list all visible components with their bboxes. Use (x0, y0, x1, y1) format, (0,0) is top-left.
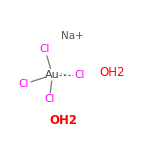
Text: OH2: OH2 (100, 66, 125, 78)
Text: ·-: ·- (60, 69, 66, 79)
Text: OH2: OH2 (49, 114, 77, 126)
Text: Cl: Cl (74, 70, 85, 80)
Text: Cl: Cl (40, 45, 50, 54)
Text: Au: Au (45, 70, 60, 80)
Text: Cl: Cl (19, 79, 29, 89)
Text: Cl: Cl (44, 94, 55, 104)
Text: Na+: Na+ (61, 31, 83, 41)
